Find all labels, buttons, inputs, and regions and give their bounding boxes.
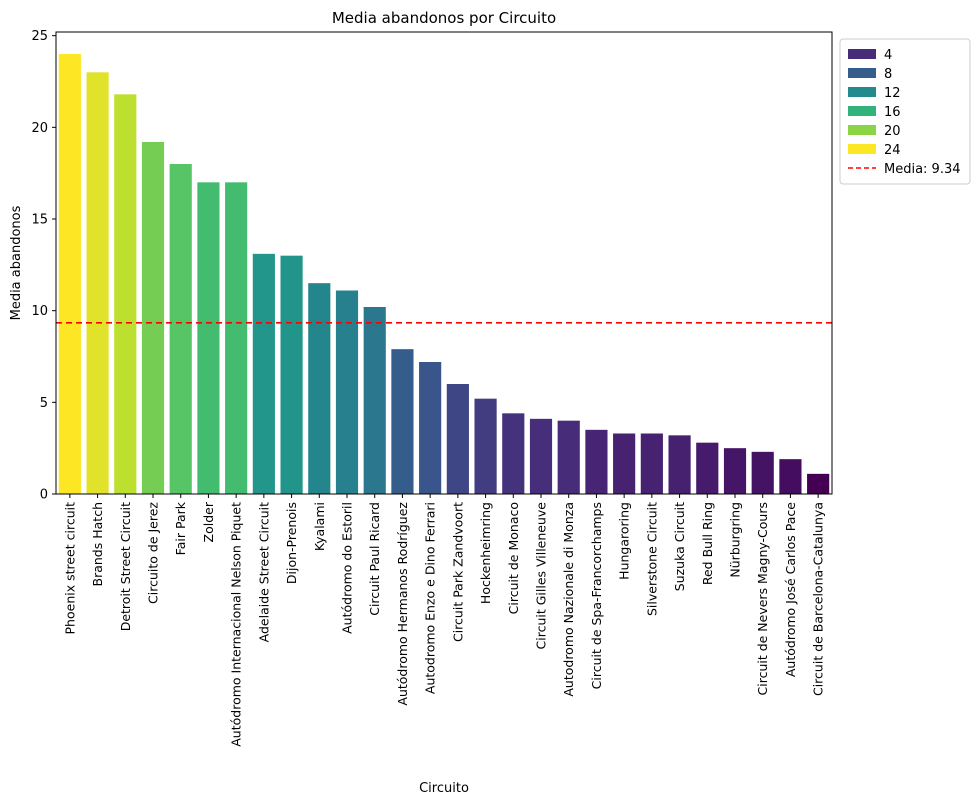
legend-swatch-5 (848, 125, 876, 135)
x-tick-label-26: Circuit de Nevers Magny-Cours (755, 502, 770, 696)
x-tick-label-10: Kyalami (312, 502, 327, 551)
x-axis-label: Circuito (419, 781, 469, 796)
x-tick-label-28: Circuit de Barcelona-Catalunya (811, 502, 826, 696)
legend-label-4: 16 (884, 105, 901, 120)
x-tick-label-12: Circuit Paul Ricard (367, 502, 382, 616)
x-tick-label-19: Autodromo Nazionale di Monza (561, 502, 576, 697)
x-tick-label-1: Phoenix street circuit (62, 502, 77, 635)
bar-17 (502, 413, 525, 494)
x-tick-label-8: Adelaide Street Circuit (256, 502, 271, 642)
bar-5 (169, 164, 192, 494)
x-tick-label-16: Hockenheimring (478, 502, 493, 604)
bar-19 (557, 420, 580, 494)
bar-10 (308, 283, 331, 494)
bar-28 (807, 473, 830, 494)
x-tick-label-27: Autódromo José Carlos Pace (783, 502, 798, 677)
x-tick-label-4: Circuito de Jerez (146, 502, 161, 604)
legend-mean-label: Media: 9.34 (884, 162, 961, 177)
x-tick-label-23: Suzuka Circuit (672, 502, 687, 591)
legend-swatch-3 (848, 87, 876, 97)
y-axis-label: Media abandonos (9, 205, 24, 320)
x-tick-label-5: Fair Park (173, 501, 188, 555)
y-tick-label-1: 5 (40, 396, 48, 411)
bar-6 (197, 182, 220, 495)
x-tick-label-17: Circuit de Monaco (506, 502, 521, 614)
x-tick-label-11: Autódromo do Estoril (340, 502, 355, 634)
bar-18 (529, 418, 553, 494)
bar-8 (252, 253, 275, 494)
legend-label-2: 8 (884, 67, 892, 82)
bar-22 (640, 433, 663, 494)
bar-25 (723, 448, 747, 494)
legend-swatch-6 (848, 144, 876, 154)
chart-title: Media abandonos por Circuito (332, 9, 556, 27)
bar-21 (613, 433, 636, 494)
y-tick-label-3: 15 (31, 213, 48, 228)
x-axis: Phoenix street circuit Brands Hatch Detroi… (62, 494, 826, 747)
bar-24 (696, 442, 719, 494)
legend: 4 8 12 16 20 24 Media: 9.34 (839, 38, 971, 185)
x-tick-label-22: Silverstone Circuit (644, 502, 659, 616)
bar-11 (335, 290, 359, 494)
bar-26 (751, 451, 774, 494)
bar-12 (363, 307, 386, 494)
x-tick-label-24: Red Bull Ring (700, 502, 715, 585)
x-tick-label-3: Detroit Street Circuit (118, 502, 133, 631)
legend-label-6: 24 (884, 143, 901, 158)
bars-group (58, 54, 830, 495)
bar-2 (86, 72, 109, 494)
bar-7 (225, 182, 248, 495)
x-tick-label-20: Circuit de Spa-Francorchamps (589, 502, 604, 689)
y-tick-label-2: 10 (31, 304, 48, 319)
x-tick-label-15: Circuit Park Zandvoort (450, 502, 465, 642)
legend-label-3: 12 (884, 86, 901, 101)
bar-27 (779, 459, 802, 494)
bar-4 (141, 142, 165, 494)
x-tick-label-18: Circuit Gilles Villeneuve (534, 502, 549, 650)
x-tick-label-7: Autódromo Internacional Nelson Piquet (229, 502, 244, 747)
legend-swatch-1 (848, 49, 876, 59)
x-tick-label-9: Dijon-Prenois (284, 502, 299, 584)
bar-3 (114, 94, 137, 494)
x-tick-label-13: Autódromo Hermanos Rodríguez (395, 502, 410, 706)
y-tick-label-4: 20 (31, 121, 48, 136)
bar-15 (446, 384, 469, 494)
x-tick-label-25: Nürburgring (728, 502, 743, 578)
x-tick-label-14: Autodromo Enzo e Dino Ferrari (423, 502, 438, 694)
bar-23 (668, 435, 691, 494)
plot-frame (55, 31, 833, 495)
x-tick-label-6: Zolder (201, 501, 216, 542)
bar-13 (391, 349, 414, 494)
bar-16 (474, 398, 497, 494)
legend-label-5: 20 (884, 124, 901, 139)
bar-20 (585, 429, 608, 494)
x-tick-label-2: Brands Hatch (90, 502, 105, 586)
legend-label-1: 4 (884, 48, 892, 63)
y-tick-label-5: 25 (31, 29, 48, 44)
y-axis: 0 5 10 15 20 25 (31, 29, 56, 503)
x-tick-label-21: Hungaroring (617, 502, 632, 580)
bar-9 (280, 255, 303, 494)
bar-14 (419, 362, 442, 494)
y-tick-label-0: 0 (40, 488, 48, 503)
legend-swatch-2 (848, 68, 876, 78)
legend-swatch-4 (848, 106, 876, 116)
bar-1 (58, 54, 81, 494)
